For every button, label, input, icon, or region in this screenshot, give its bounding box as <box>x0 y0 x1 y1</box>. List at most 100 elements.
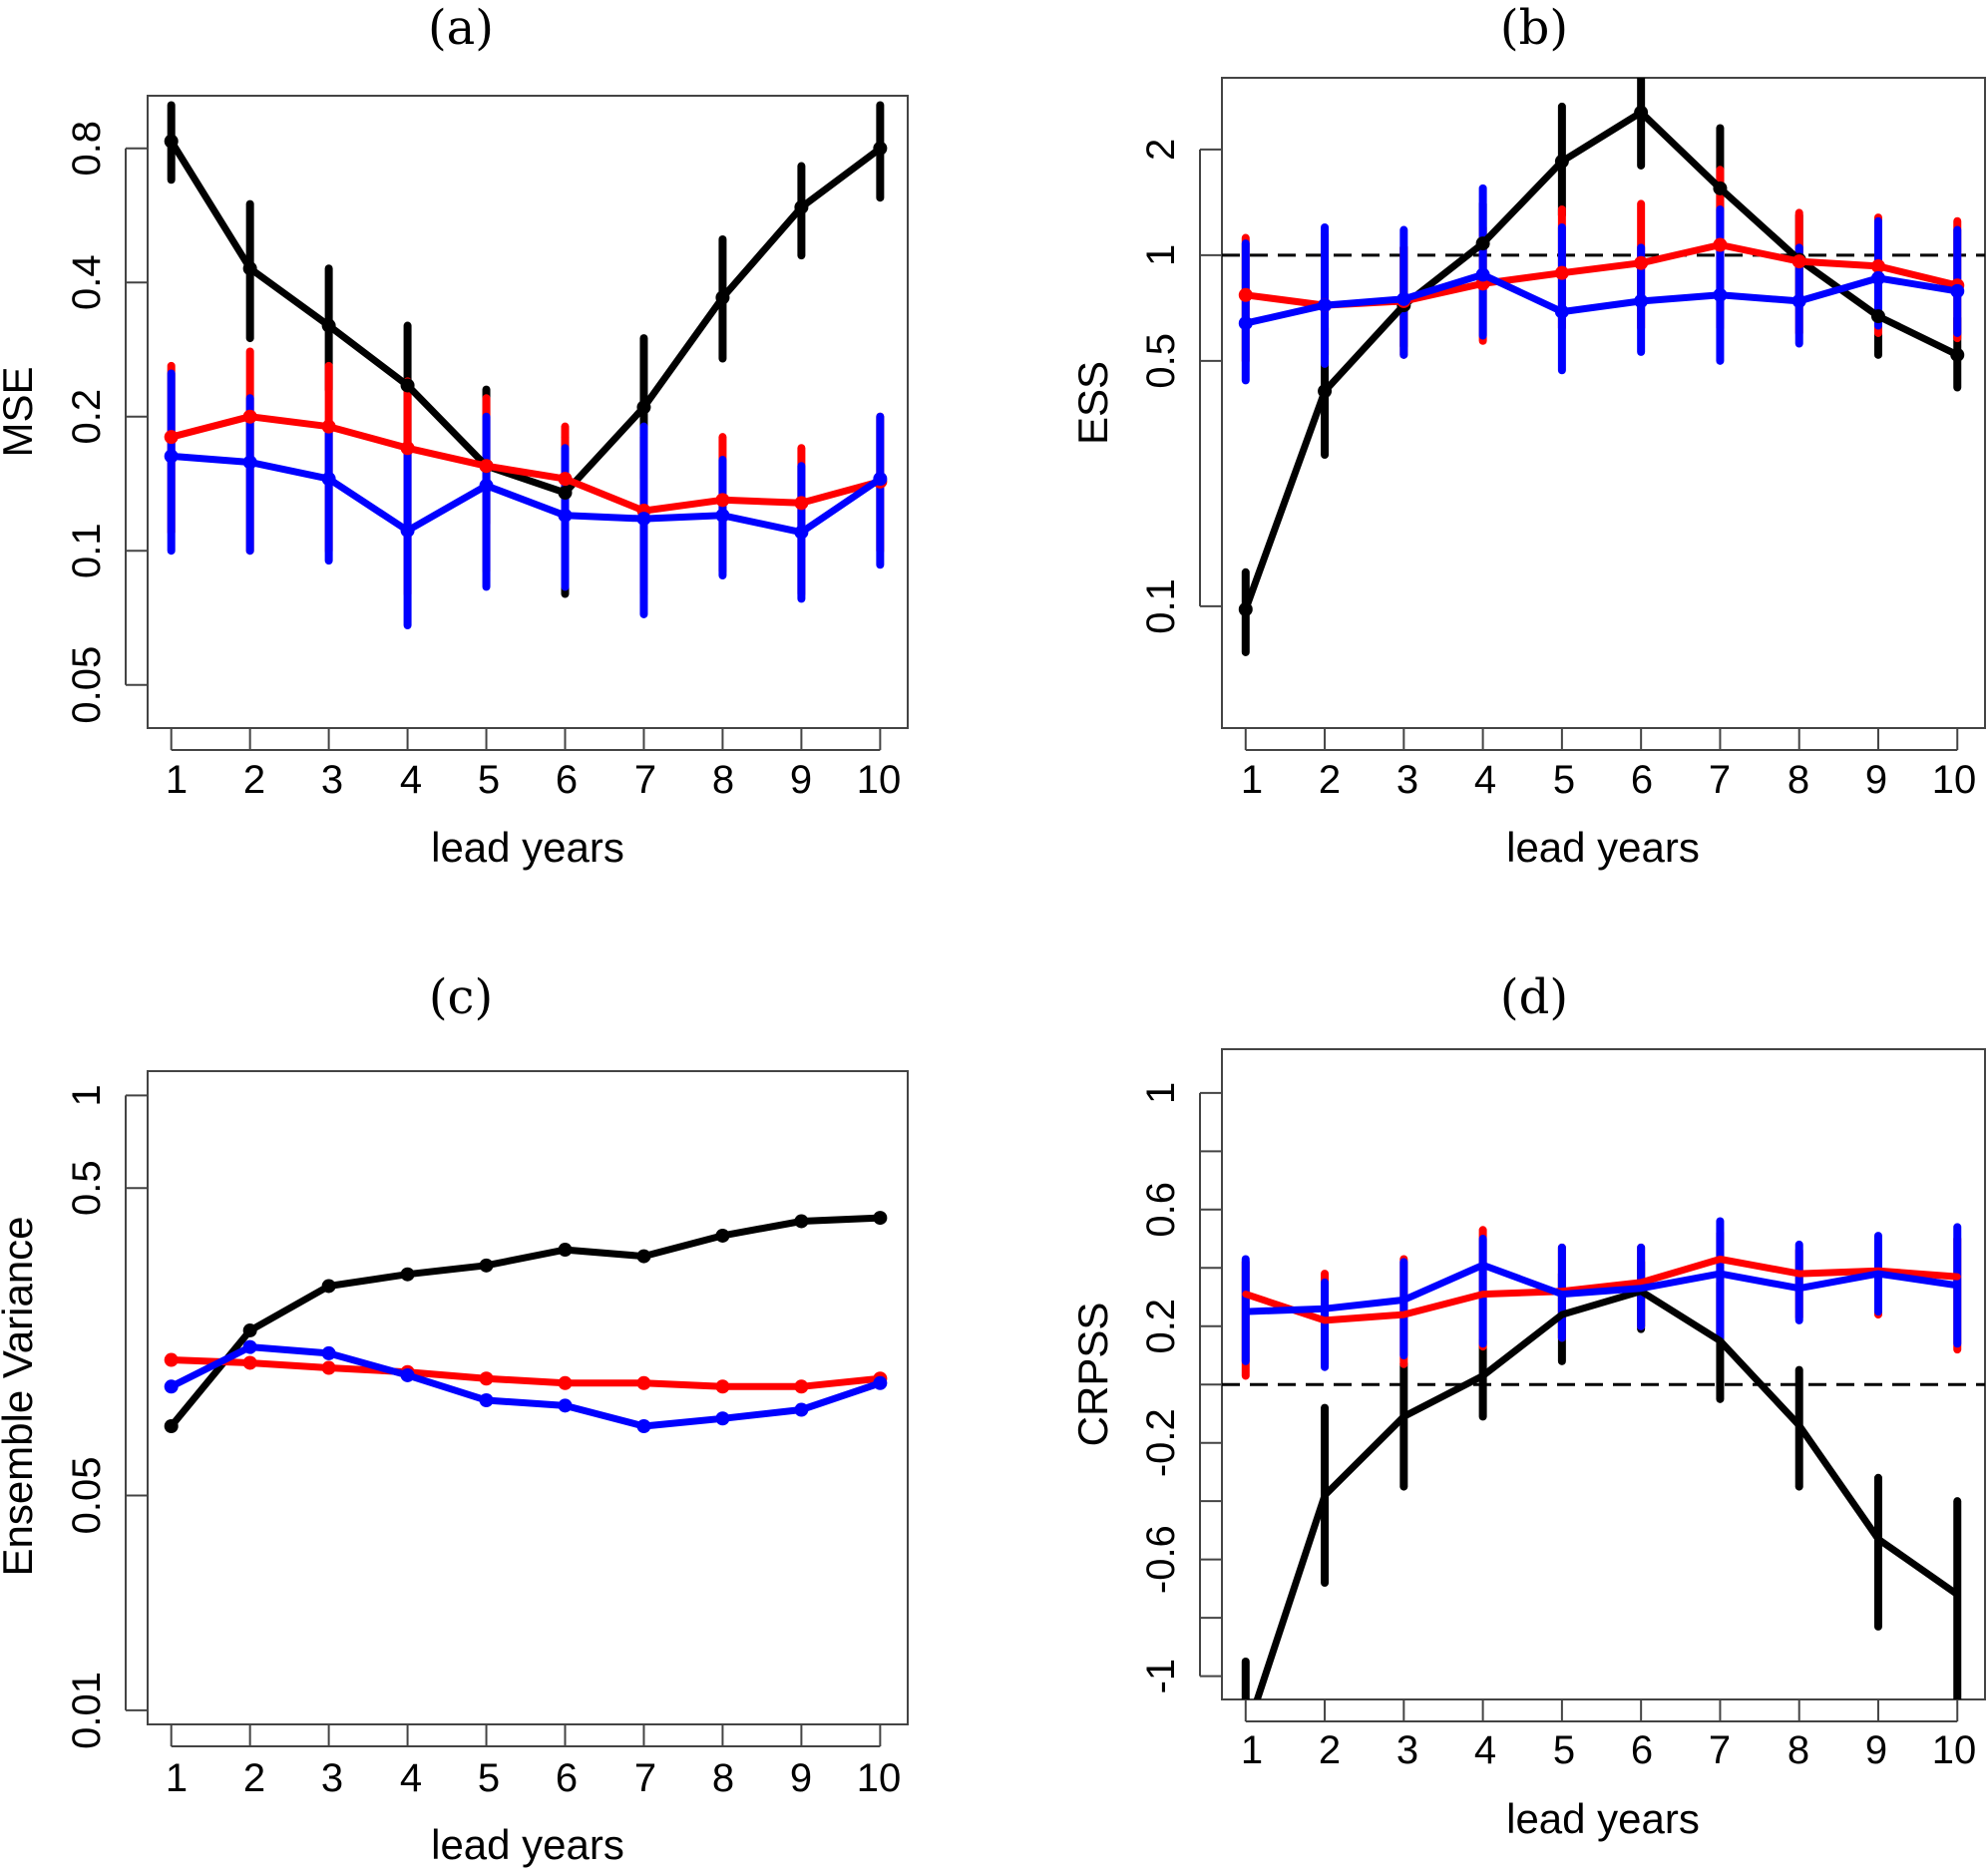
panel-b-blue-point <box>1634 293 1649 308</box>
panel-c-xtick-labels: 1 2 3 4 5 6 7 8 9 10 <box>166 1756 901 1800</box>
panel-a-xtick-label: 7 <box>634 758 656 802</box>
panel-b-xtick-label: 1 <box>1241 758 1263 802</box>
panel-c-black-line <box>168 1214 884 1430</box>
panel-d-ytick-label: -1 <box>1139 1659 1183 1694</box>
panel-b-black-point <box>1475 236 1490 251</box>
panel-c-xtick-label: 10 <box>857 1756 902 1800</box>
panel-c-ytick-label: 1 <box>65 1084 109 1106</box>
panel-c-black-point <box>715 1228 730 1243</box>
panel-d-plot-area <box>1222 1217 1985 1699</box>
panel-c-red-point <box>715 1379 730 1394</box>
panel-b-blue-line <box>1242 270 1961 327</box>
panel-a-red-point <box>164 430 179 445</box>
panel-b-blue-point <box>1396 291 1411 306</box>
panel-c-black-point <box>794 1214 809 1229</box>
panel-c-black-point <box>242 1323 257 1338</box>
panel-b-xtick-label: 10 <box>1932 758 1977 802</box>
panel-c-blue-point <box>873 1375 888 1390</box>
panel-b-black-point <box>1950 347 1965 362</box>
panel-d-xtick-labels: 1 2 3 4 5 6 7 8 9 10 <box>1241 1728 1976 1772</box>
panel-b-blue-point <box>1791 293 1806 308</box>
panel-c-xtick-label: 3 <box>321 1756 343 1800</box>
panel-d-black-line <box>1253 1288 1961 1699</box>
panel-d-ytick-labels: -1 -0.6 -0.2 0.2 0.6 1 <box>1139 1082 1183 1694</box>
panel-a-ytick-label: 0.8 <box>65 121 109 177</box>
panel-c-blue-point <box>558 1398 573 1413</box>
panel-a-blue-point <box>321 472 336 487</box>
panel-a-xtick-label: 3 <box>321 758 343 802</box>
panel-d-title: (d) <box>1500 969 1568 1025</box>
panel-a-red-point <box>558 472 573 487</box>
panel-b-blue-point <box>1713 287 1728 302</box>
panel-d-xtick-label: 7 <box>1709 1728 1731 1772</box>
panel-a-black-point <box>794 199 809 214</box>
panel-b: (b) ESS lead years 1 2 3 4 5 6 7 8 9 10 … <box>1069 0 1986 871</box>
panel-d-ytick-label: 0.6 <box>1139 1182 1183 1238</box>
panel-c-black-point <box>321 1279 336 1294</box>
panel-b-red-point <box>1791 254 1806 269</box>
panel-c-blue-line <box>168 1343 884 1430</box>
panel-b-black-point <box>1318 384 1333 399</box>
panel-a-ytick-label: 0.4 <box>65 254 109 310</box>
panel-b-blue-point <box>1554 304 1569 319</box>
panel-a-blue-point <box>794 525 809 540</box>
panel-c-blue-point <box>321 1345 336 1360</box>
panel-a-ytick-label: 0.05 <box>65 646 109 724</box>
panel-b-xtick-labels: 1 2 3 4 5 6 7 8 9 10 <box>1241 758 1976 802</box>
panel-a-xtick-label: 8 <box>712 758 734 802</box>
panel-a-black-point <box>164 134 179 149</box>
panel-c-xlabel: lead years <box>431 1821 624 1868</box>
panel-a-red-point <box>794 496 809 511</box>
panel-b-xtick-label: 5 <box>1553 758 1575 802</box>
panel-a-ylabel: MSE <box>0 366 41 457</box>
panel-b-ytick-label: 0.1 <box>1139 578 1183 634</box>
panel-d-xtick-label: 9 <box>1865 1728 1887 1772</box>
panel-d-xtick-label: 1 <box>1241 1728 1263 1772</box>
panel-c-blue-point <box>400 1367 415 1382</box>
panel-c-xtick-label: 5 <box>478 1756 500 1800</box>
panel-a-blue-point <box>164 449 179 464</box>
panel-a-xtick-label: 6 <box>556 758 578 802</box>
panel-c-ytick-labels: 0.01 0.05 0.5 1 <box>65 1084 109 1749</box>
panel-a-black-point <box>715 290 730 305</box>
panel-b-black-point <box>1634 105 1649 120</box>
panel-a-xtick-label: 9 <box>790 758 812 802</box>
panel-b-black-point <box>1554 154 1569 169</box>
panel-a-frame <box>147 95 909 729</box>
panel-c-black-point <box>400 1267 415 1282</box>
panel-a-plot-area <box>164 101 888 630</box>
panel-d-blue-line <box>1242 1261 1961 1315</box>
panel-a-xtick-label: 5 <box>478 758 500 802</box>
panel-c-blue-point <box>715 1411 730 1426</box>
panel-b-xlabel: lead years <box>1506 824 1700 871</box>
panel-c-black-point <box>636 1249 651 1264</box>
panel-c-red-point <box>164 1352 179 1367</box>
panel-a-xtick-label: 4 <box>400 758 422 802</box>
panel-b-black-line <box>1242 109 1961 613</box>
panel-c-blue-point <box>242 1339 257 1354</box>
panel-b-red-point <box>1238 287 1253 302</box>
panel-a-black-line <box>168 138 884 497</box>
panel-d-xtick-label: 3 <box>1396 1728 1418 1772</box>
panel-d-ytick-label: -0.6 <box>1139 1525 1183 1594</box>
panel-c-xtick-label: 9 <box>790 1756 812 1800</box>
panel-d-xtick-label: 2 <box>1319 1728 1341 1772</box>
panel-a-black-point <box>400 378 415 393</box>
panel-a-black-point <box>636 400 651 415</box>
panel-b-ylabel: ESS <box>1069 361 1116 445</box>
panel-b-xtick-label: 6 <box>1631 758 1653 802</box>
panel-c-xtick-label: 6 <box>556 1756 578 1800</box>
panel-a-black-point <box>242 261 257 276</box>
panel-d-ylabel: CRPSS <box>1069 1303 1116 1447</box>
panel-d-xtick-label: 10 <box>1932 1728 1977 1772</box>
panel-b-black-point <box>1870 309 1885 324</box>
panel-b-frame <box>1221 77 1986 729</box>
panel-b-xtick-label: 7 <box>1709 758 1731 802</box>
panel-b-red-point <box>1634 255 1649 270</box>
panel-b-xtick-label: 9 <box>1865 758 1887 802</box>
panel-a-red-point <box>242 409 257 424</box>
panel-a-blue-point <box>636 512 651 527</box>
panel-b-blue-point <box>1238 316 1253 331</box>
panel-d-xtick-label: 8 <box>1788 1728 1809 1772</box>
panel-b-blue-point <box>1475 267 1490 282</box>
